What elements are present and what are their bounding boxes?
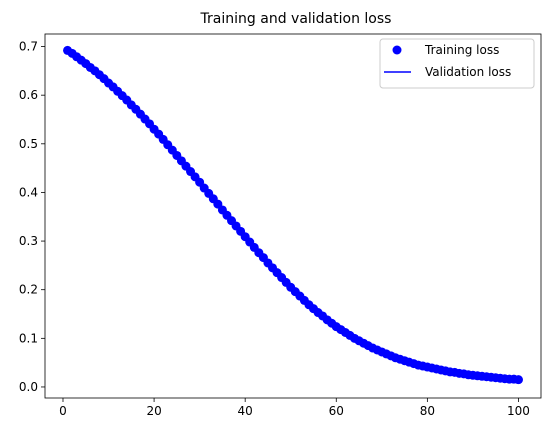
y-tick-label: 0.6 [19,88,38,102]
x-tick-label: 0 [59,404,67,418]
legend-marker-training [392,45,402,55]
y-tick-label: 0.0 [19,380,38,394]
x-tick-label: 80 [420,404,435,418]
legend-label-training: Training loss [424,43,499,57]
x-axis: 0 20 40 60 80 100 [59,398,530,418]
x-tick-label: 60 [329,404,344,418]
legend-label-validation: Validation loss [425,65,511,79]
y-axis: 0.0 0.1 0.2 0.3 0.4 0.5 0.6 0.7 [19,40,45,394]
y-tick-label: 0.3 [19,234,38,248]
legend-box [379,38,535,89]
y-tick-label: 0.2 [19,283,38,297]
chart-title: Training and validation loss [200,11,392,27]
y-tick-label: 0.7 [19,40,38,54]
axes-frame [44,33,542,399]
training-loss-point [513,375,523,385]
y-tick-label: 0.5 [19,137,38,151]
plot-area [63,45,523,385]
y-tick-label: 0.1 [19,331,38,345]
x-tick-label: 100 [507,404,530,418]
y-tick-label: 0.4 [19,185,38,199]
x-tick-label: 40 [238,404,253,418]
x-tick-label: 20 [146,404,161,418]
legend: Training loss Validation loss [379,38,535,89]
